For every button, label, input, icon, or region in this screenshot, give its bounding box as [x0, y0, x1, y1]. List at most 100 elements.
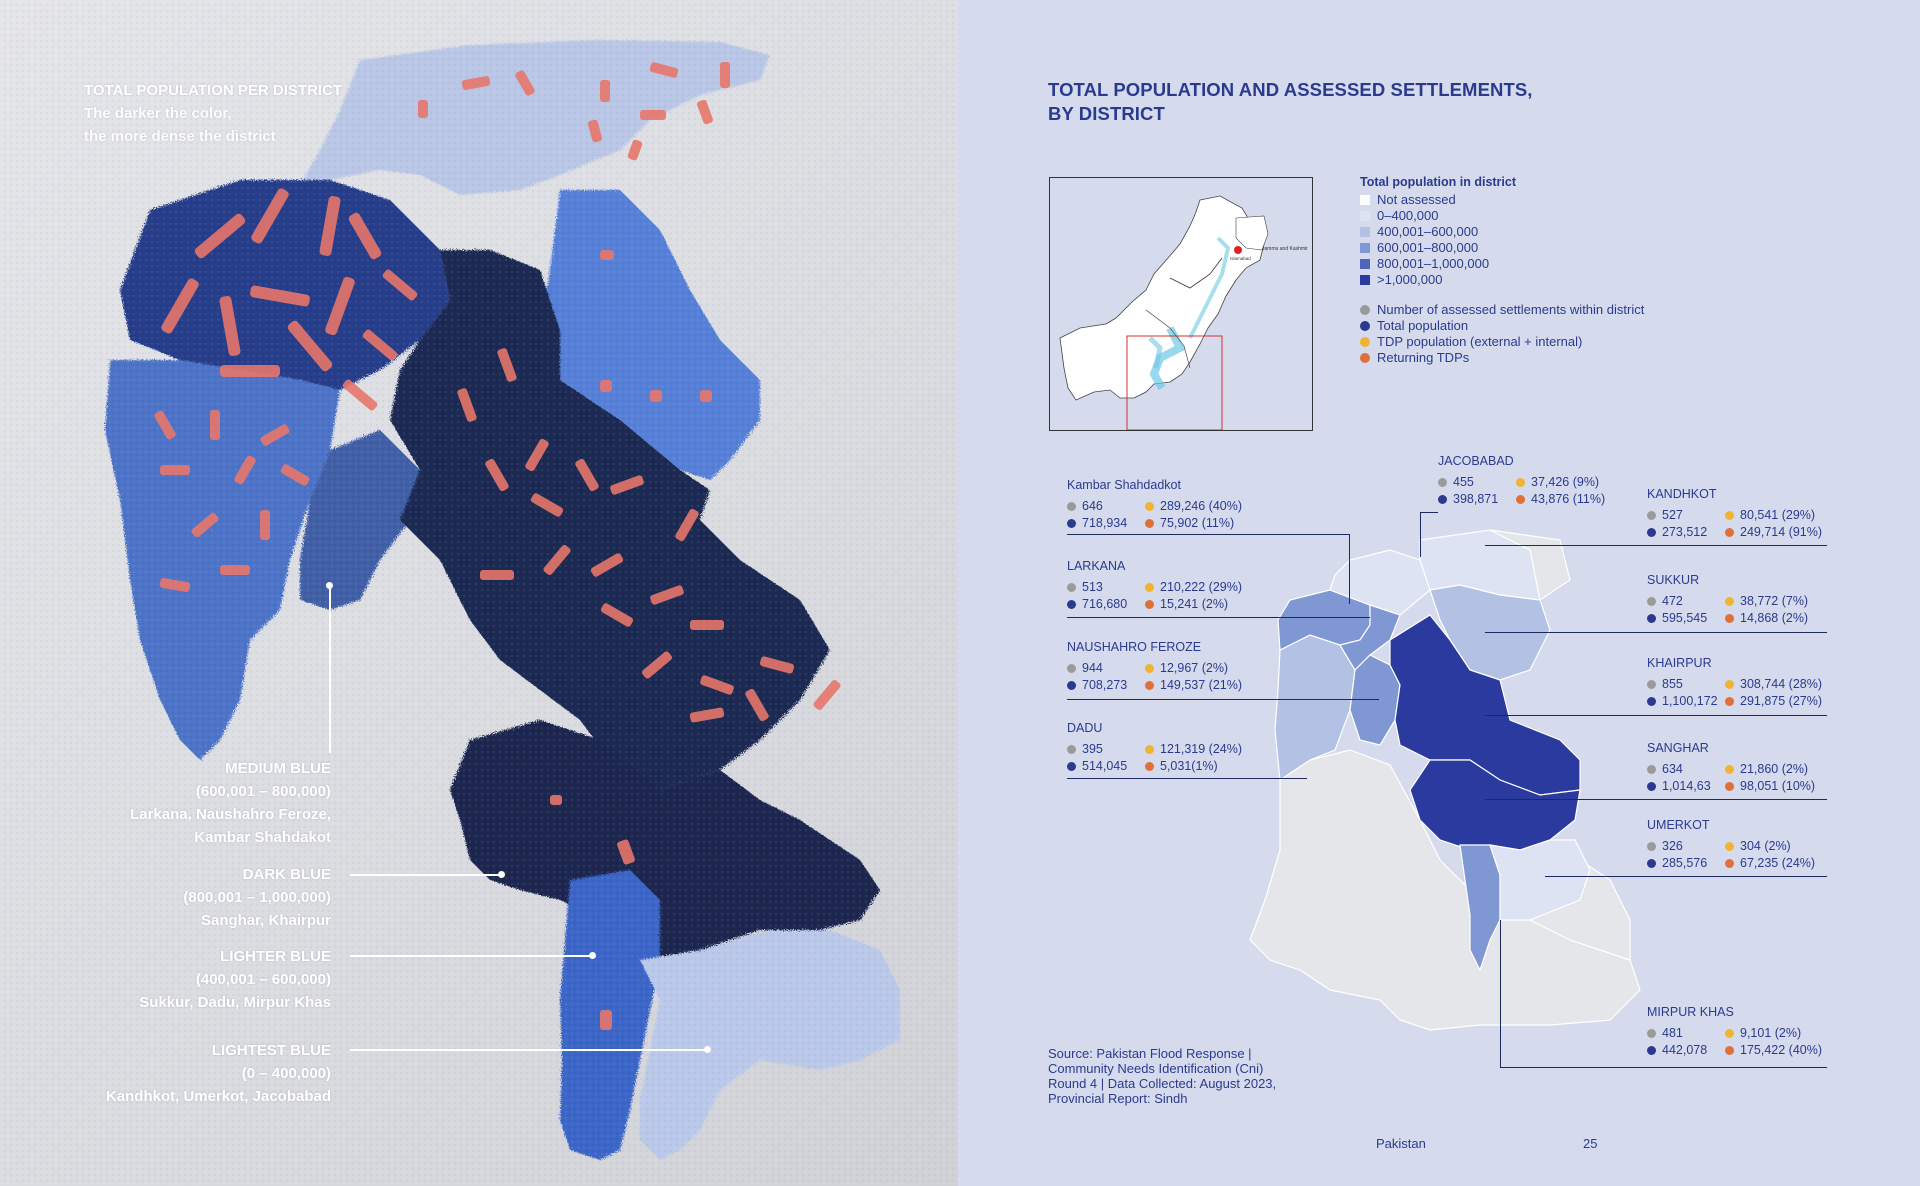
- dot-returning: [1516, 495, 1525, 504]
- dot-returning: [1145, 681, 1154, 690]
- dot-tdp: [1145, 664, 1154, 673]
- dot-tdp: [1725, 597, 1734, 606]
- connector-kambar-v: [1349, 534, 1350, 604]
- connector-khairpur: [1485, 715, 1827, 716]
- source-line: Round 4 | Data Collected: August 2023,: [1048, 1076, 1277, 1091]
- dot-total-pop: [1067, 600, 1076, 609]
- dot-tdp: [1145, 745, 1154, 754]
- returning-value: 43,876 (11%): [1531, 492, 1606, 506]
- legend-class-row: >1,000,000: [1360, 272, 1644, 288]
- rug-subline-2: the more dense the district: [84, 128, 276, 145]
- dot-settlements: [1647, 597, 1656, 606]
- connector-kandhkot: [1485, 545, 1827, 546]
- legend-class-label: 800,001–1,000,000: [1377, 256, 1490, 271]
- district-name: Kambar Shahdadkot: [1067, 478, 1181, 492]
- district-name: LARKANA: [1067, 559, 1126, 573]
- district-kandhkot-east: [1489, 529, 1571, 601]
- legend-class-label: 400,001–600,000: [1377, 224, 1479, 239]
- dot-returning: [1725, 697, 1734, 706]
- dot-total-pop: [1647, 782, 1656, 791]
- legend-marker-label: Returning TDPs: [1377, 350, 1470, 365]
- rug-heading: TOTAL POPULATION PER DISTRICT: [84, 82, 343, 99]
- population-value: 716,680: [1082, 597, 1128, 611]
- district-umerkot: [1489, 839, 1591, 921]
- legend-class-label: >1,000,000: [1377, 272, 1443, 287]
- population-value: 514,045: [1082, 759, 1128, 773]
- legend-districts: Sukkur, Dadu, Mirpur Khas: [139, 994, 331, 1011]
- dot-tdp: [1725, 511, 1734, 520]
- population-value: 1,014,63: [1662, 779, 1711, 793]
- population-value: 708,273: [1082, 678, 1128, 692]
- inset-label-jk: Jammu and Kashmir: [1262, 246, 1308, 252]
- swatch-not-assessed: [1360, 195, 1370, 205]
- dot-settlements: [1360, 305, 1370, 315]
- rug-legend-lighter: LIGHTER BLUE (400,001 – 600,000) Sukkur,…: [139, 945, 331, 1014]
- returning-value: 149,537 (21%): [1160, 678, 1243, 692]
- district-name: NAUSHAHRO FEROZE: [1067, 640, 1202, 654]
- connector-mirpurkhas-v: [1500, 920, 1501, 1068]
- rug-subline-1: The darker the color,: [84, 105, 232, 122]
- legend-class-row: Not assessed: [1360, 192, 1644, 208]
- source-line: Provincial Report: Sindh: [1048, 1091, 1188, 1106]
- legend-class-label: 0–400,000: [1377, 208, 1439, 223]
- settlements-value: 455: [1453, 475, 1474, 489]
- legend-range: (800,001 – 1,000,000): [183, 889, 331, 906]
- settlements-value: 395: [1082, 742, 1103, 756]
- district-block-umerkot: UMERKOT 326 304 (2%) 285,576 67,235 (24%): [1647, 816, 1815, 872]
- rug-photo-panel: TOTAL POPULATION PER DISTRICT The darker…: [0, 0, 958, 1186]
- legend-marker-row: Number of assessed settlements within di…: [1360, 302, 1644, 318]
- district-name: MIRPUR KHAS: [1647, 1005, 1734, 1019]
- dot-returning: [1725, 528, 1734, 537]
- legend-marker-label: Number of assessed settlements within di…: [1377, 302, 1645, 317]
- dot-returning: [1725, 1046, 1734, 1055]
- settlements-value: 527: [1662, 508, 1683, 522]
- inset-label-islamabad: Islamabad: [1230, 256, 1251, 261]
- dot-tdp: [1145, 502, 1154, 511]
- rug-legend-dark: DARK BLUE (800,001 – 1,000,000) Sanghar,…: [183, 863, 331, 932]
- dot-total-pop: [1067, 519, 1076, 528]
- settlements-value: 634: [1662, 762, 1683, 776]
- district-name: KANDHKOT: [1647, 487, 1717, 501]
- dot-total-pop: [1067, 762, 1076, 771]
- settlements-value: 326: [1662, 839, 1683, 853]
- dot-settlements: [1067, 502, 1076, 511]
- leader-dot-medium: [326, 582, 333, 589]
- legend-class-row: 0–400,000: [1360, 208, 1644, 224]
- district-block-kandhkot: KANDHKOT 527 80,541 (29%) 273,512 249,714 …: [1647, 485, 1822, 541]
- district-block-sukkur: SUKKUR 472 38,772 (7%) 595,545 14,868 (2%): [1647, 571, 1808, 627]
- source-line: Community Needs Identification (Cni): [1048, 1061, 1264, 1076]
- dot-settlements: [1647, 842, 1656, 851]
- legend-marker-row: TDP population (external + internal): [1360, 334, 1644, 350]
- legend-marker-row: Returning TDPs: [1360, 350, 1644, 366]
- title-line-1: TOTAL POPULATION AND ASSESSED SETTLEMENT…: [1048, 79, 1533, 100]
- dot-settlements: [1647, 765, 1656, 774]
- settlements-value: 481: [1662, 1026, 1683, 1040]
- dot-tdp: [1725, 765, 1734, 774]
- leader-line-dark: [350, 874, 502, 876]
- dot-total-pop: [1647, 1046, 1656, 1055]
- dot-tdp: [1360, 337, 1370, 347]
- returning-value: 15,241 (2%): [1160, 597, 1229, 611]
- district-block-naushahro: NAUSHAHRO FEROZE 944 12,967 (2%) 708,273 1…: [1067, 638, 1242, 694]
- district-name: DADU: [1067, 721, 1103, 735]
- dot-settlements: [1067, 664, 1076, 673]
- page-title: TOTAL POPULATION AND ASSESSED SETTLEMENT…: [1048, 78, 1533, 126]
- population-value: 1,100,172: [1662, 694, 1718, 708]
- dot-total-pop: [1647, 528, 1656, 537]
- dot-tdp: [1725, 680, 1734, 689]
- pakistan-inset-map: Jammu and Kashmir Islamabad: [1049, 177, 1313, 431]
- swatch-800k-1m: [1360, 259, 1370, 269]
- dot-returning: [1145, 762, 1154, 771]
- legend-marker-label: Total population: [1377, 318, 1469, 333]
- returning-value: 67,235 (24%): [1740, 856, 1816, 870]
- swatch-600-800k: [1360, 243, 1370, 253]
- connector-kambar-h: [1067, 534, 1350, 535]
- dot-total-pop: [1067, 681, 1076, 690]
- legend-class-row: 600,001–800,000: [1360, 240, 1644, 256]
- leader-dot-lighter: [589, 952, 596, 959]
- pakistan-outline: Jammu and Kashmir Islamabad: [1059, 195, 1308, 431]
- tdp-value: 289,246 (40%): [1160, 499, 1243, 513]
- dot-total-pop: [1360, 321, 1370, 331]
- settlements-value: 513: [1082, 580, 1103, 594]
- legend-marker-row: Total population: [1360, 318, 1644, 334]
